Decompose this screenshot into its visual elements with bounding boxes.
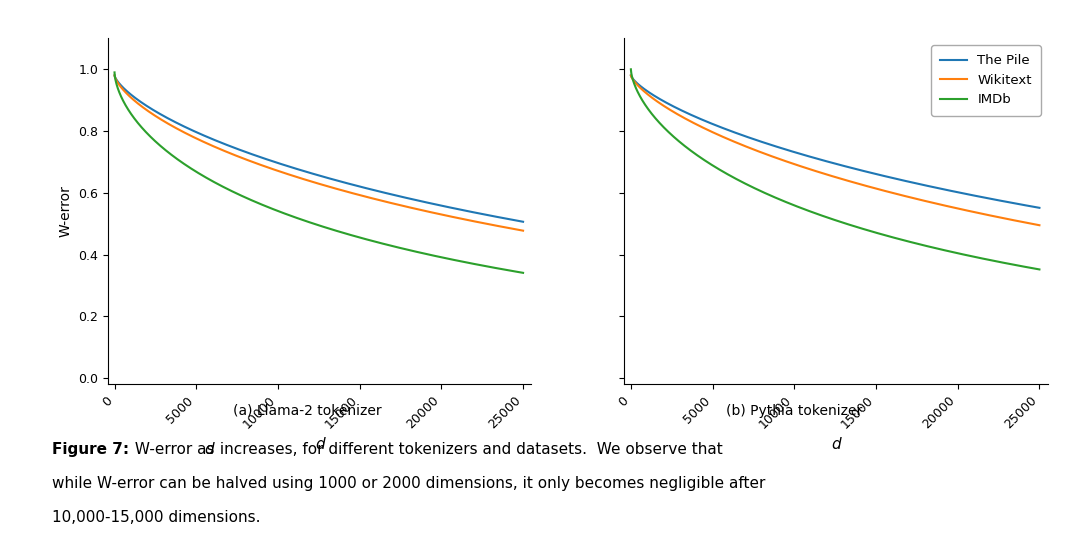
Wikitext [1032, 222, 1045, 228]
The Pile [661, 100, 674, 107]
Text: d: d [204, 442, 214, 457]
Line: IMDb: IMDb [631, 69, 1039, 270]
Wikitext [661, 105, 674, 111]
The Pile [624, 72, 637, 79]
Legend: The Pile, Wikitext, IMDb: The Pile, Wikitext, IMDb [931, 45, 1041, 116]
Line: The Pile: The Pile [631, 75, 1039, 208]
IMDb [1032, 266, 1045, 273]
Wikitext [960, 207, 973, 214]
The Pile [1032, 205, 1045, 211]
Text: Figure 7:: Figure 7: [52, 442, 129, 457]
X-axis label: d: d [314, 437, 324, 452]
Line: Wikitext: Wikitext [631, 75, 1039, 225]
The Pile [634, 82, 647, 89]
Text: while W-error can be halved using 1000 or 2000 dimensions, it only becomes negli: while W-error can be halved using 1000 o… [52, 476, 766, 491]
IMDb [960, 252, 973, 259]
Wikitext [646, 95, 659, 102]
Wikitext [777, 157, 789, 164]
X-axis label: d: d [832, 437, 841, 452]
Wikitext [634, 84, 647, 91]
The Pile [777, 145, 789, 152]
IMDb [624, 66, 637, 72]
Text: 10,000-15,000 dimensions.: 10,000-15,000 dimensions. [52, 510, 260, 525]
Text: (b) Pythia tokenizer: (b) Pythia tokenizer [726, 404, 862, 418]
Wikitext [624, 72, 637, 79]
IMDb [869, 229, 882, 236]
The Pile [869, 171, 882, 177]
Text: (a) Llama-2 tokenizer: (a) Llama-2 tokenizer [233, 404, 382, 418]
Text: increases, for different tokenizers and datasets.  We observe that: increases, for different tokenizers and … [215, 442, 723, 457]
The Pile [960, 191, 973, 198]
The Pile [646, 92, 659, 98]
Wikitext [869, 186, 882, 192]
Y-axis label: W-error: W-error [58, 186, 72, 237]
IMDb [646, 112, 659, 119]
Text: W-error as: W-error as [130, 442, 219, 457]
IMDb [777, 197, 789, 204]
IMDb [661, 127, 674, 134]
IMDb [634, 93, 647, 99]
